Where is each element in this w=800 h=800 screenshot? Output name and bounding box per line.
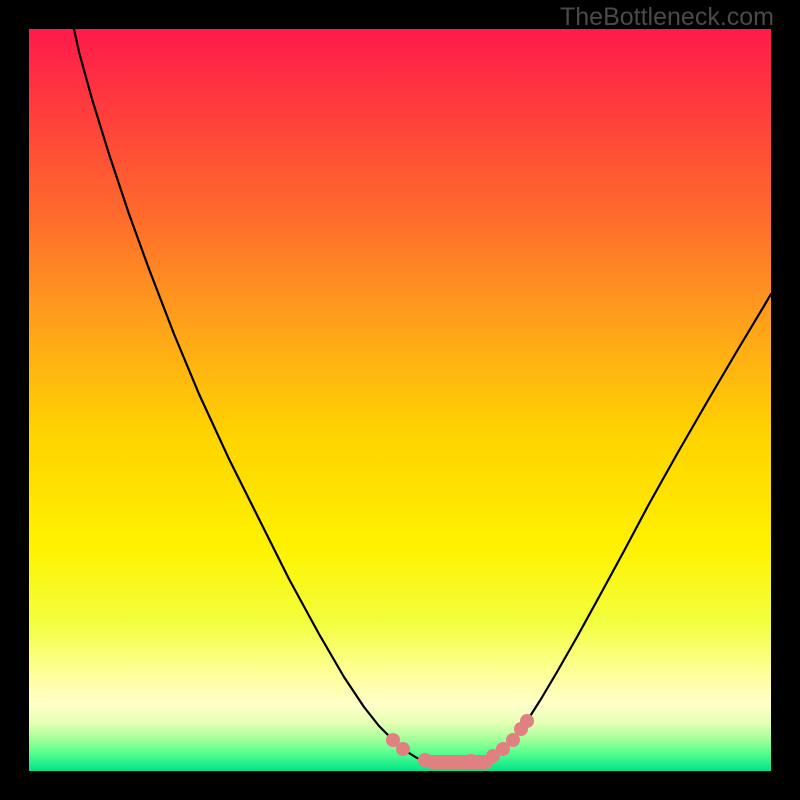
chart-frame: TheBottleneck.com xyxy=(0,0,800,800)
watermark-text: TheBottleneck.com xyxy=(560,3,774,32)
plot-area xyxy=(29,29,771,771)
floor-markers xyxy=(386,714,534,769)
bottleneck-curve xyxy=(29,29,771,771)
